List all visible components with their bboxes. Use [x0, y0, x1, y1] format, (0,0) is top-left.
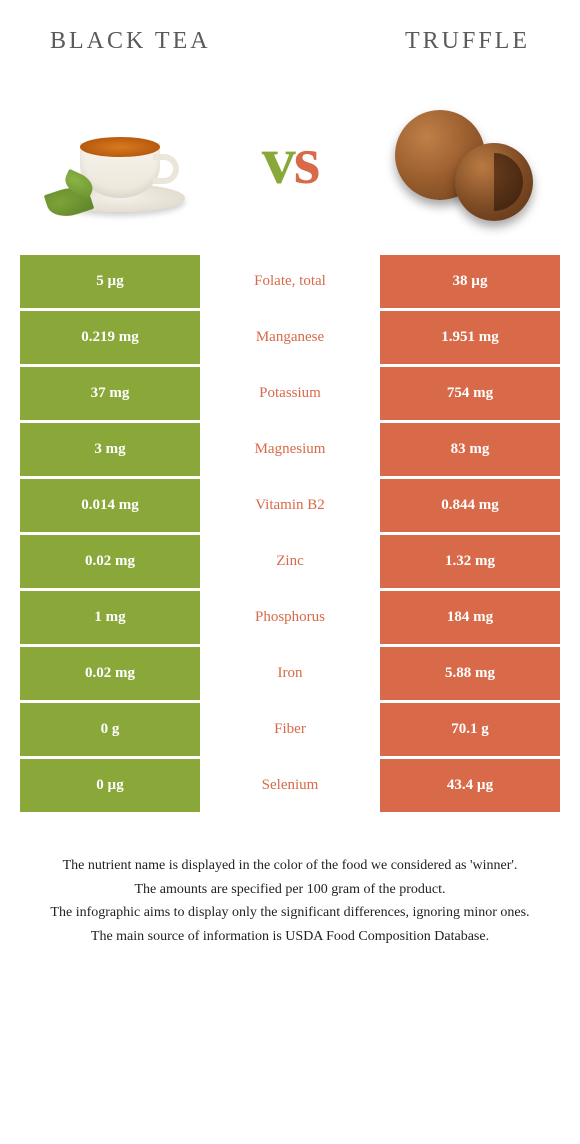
left-value: 1 mg — [20, 591, 200, 647]
vs-s: s — [294, 122, 318, 198]
teacup-icon — [45, 100, 195, 220]
footnote-line: The nutrient name is displayed in the co… — [30, 855, 550, 877]
right-value: 5.88 mg — [380, 647, 560, 703]
table-row: 0.014 mgVitamin B20.844 mg — [20, 479, 560, 535]
left-value: 0.02 mg — [20, 647, 200, 703]
right-value: 754 mg — [380, 367, 560, 423]
left-value: 3 mg — [20, 423, 200, 479]
table-row: 5 µgFolate, total38 µg — [20, 255, 560, 311]
right-food-title: Truffle — [405, 28, 530, 55]
hero-row: vs — [0, 55, 580, 255]
left-value: 37 mg — [20, 367, 200, 423]
left-value: 0.219 mg — [20, 311, 200, 367]
nutrient-label: Zinc — [200, 535, 380, 591]
right-value: 1.32 mg — [380, 535, 560, 591]
table-row: 0.02 mgIron5.88 mg — [20, 647, 560, 703]
left-food-image — [40, 95, 200, 225]
right-food-image — [380, 95, 540, 225]
nutrient-label: Vitamin B2 — [200, 479, 380, 535]
right-value: 70.1 g — [380, 703, 560, 759]
table-row: 37 mgPotassium754 mg — [20, 367, 560, 423]
left-value: 0 µg — [20, 759, 200, 815]
nutrient-label: Magnesium — [200, 423, 380, 479]
nutrient-label: Selenium — [200, 759, 380, 815]
left-value: 0.014 mg — [20, 479, 200, 535]
right-value: 0.844 mg — [380, 479, 560, 535]
right-value: 1.951 mg — [380, 311, 560, 367]
table-row: 0.02 mgZinc1.32 mg — [20, 535, 560, 591]
footnote-line: The main source of information is USDA F… — [30, 926, 550, 948]
right-value: 184 mg — [380, 591, 560, 647]
vs-v: v — [262, 122, 294, 198]
vs-label: vs — [262, 121, 318, 200]
footnote-line: The infographic aims to display only the… — [30, 902, 550, 924]
right-value: 38 µg — [380, 255, 560, 311]
nutrient-label: Folate, total — [200, 255, 380, 311]
nutrient-table: 5 µgFolate, total38 µg0.219 mgManganese1… — [20, 255, 560, 815]
table-row: 0 gFiber70.1 g — [20, 703, 560, 759]
left-value: 5 µg — [20, 255, 200, 311]
table-row: 0 µgSelenium43.4 µg — [20, 759, 560, 815]
header: Black tea Truffle — [0, 0, 580, 55]
table-row: 1 mgPhosphorus184 mg — [20, 591, 560, 647]
nutrient-label: Fiber — [200, 703, 380, 759]
footnotes: The nutrient name is displayed in the co… — [30, 855, 550, 948]
footnote-line: The amounts are specified per 100 gram o… — [30, 879, 550, 901]
nutrient-label: Iron — [200, 647, 380, 703]
right-value: 43.4 µg — [380, 759, 560, 815]
left-food-title: Black tea — [50, 28, 211, 55]
nutrient-label: Potassium — [200, 367, 380, 423]
truffle-icon — [385, 95, 535, 225]
left-value: 0.02 mg — [20, 535, 200, 591]
table-row: 0.219 mgManganese1.951 mg — [20, 311, 560, 367]
table-row: 3 mgMagnesium83 mg — [20, 423, 560, 479]
nutrient-label: Phosphorus — [200, 591, 380, 647]
nutrient-label: Manganese — [200, 311, 380, 367]
right-value: 83 mg — [380, 423, 560, 479]
left-value: 0 g — [20, 703, 200, 759]
